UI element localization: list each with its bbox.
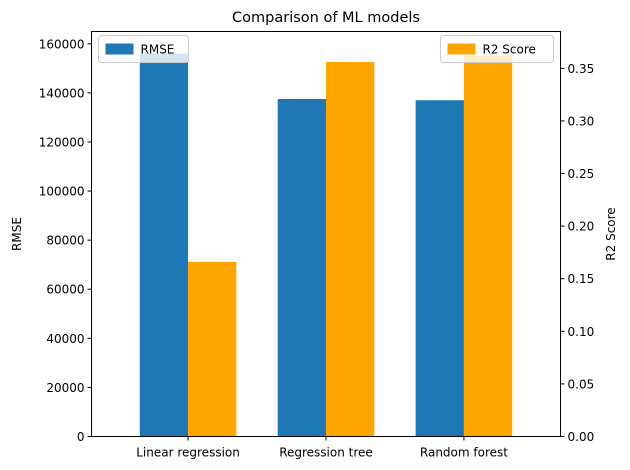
legend-label: RMSE — [141, 43, 175, 57]
x-axis-ticks: Linear regression Regression tree Random f… — [136, 436, 508, 460]
right-tick-label: 0.10 — [568, 325, 595, 339]
right-tick-label: 0.20 — [568, 220, 595, 234]
x-tick-label: Random forest — [420, 446, 508, 460]
left-tick-label: 160000 — [39, 37, 85, 51]
left-axis-ticks: 0 20000 40000 60000 80000 100000 120000 140000 1… — [39, 37, 92, 444]
legend-box — [98, 35, 189, 63]
right-tick-label: 0.05 — [568, 377, 595, 391]
left-tick-label: 80000 — [46, 234, 84, 248]
left-tick-label: 120000 — [39, 135, 85, 149]
plot-frame — [91, 31, 561, 437]
bar — [326, 62, 375, 437]
bar — [139, 53, 189, 437]
legends-layer: RMSE R2 Score — [98, 35, 554, 63]
right-tick-label: 0.30 — [568, 114, 595, 128]
right-tick-label: 0.00 — [568, 430, 595, 444]
right-tick-label: 0.15 — [568, 272, 595, 286]
left-tick-label: 0 — [77, 430, 85, 444]
x-tick-label: Regression tree — [279, 446, 373, 460]
left-tick-label: 140000 — [39, 86, 85, 100]
left-tick-label: 40000 — [46, 332, 84, 346]
bar — [188, 261, 237, 437]
legend-box — [440, 35, 554, 63]
x-tick-label: Linear regression — [136, 446, 240, 460]
right-tick-label: 0.35 — [568, 62, 595, 76]
chart-title: Comparison of ML models — [232, 10, 420, 26]
bar — [415, 100, 464, 437]
left-tick-label: 60000 — [46, 283, 84, 297]
bar — [277, 99, 326, 437]
legend-swatch — [105, 43, 134, 55]
bars-layer — [139, 53, 513, 437]
legend-label: R2 Score — [483, 43, 536, 57]
right-axis-ticks: 0.00 0.05 0.10 0.15 0.20 0.25 0.30 0.35 — [560, 62, 595, 444]
left-axis-label: RMSE — [10, 217, 24, 251]
legend-swatch — [447, 43, 476, 55]
right-tick-label: 0.25 — [568, 167, 595, 181]
left-tick-label: 20000 — [46, 381, 84, 395]
right-axis-label: R2 Score — [604, 207, 618, 260]
bar — [463, 55, 513, 437]
left-tick-label: 100000 — [39, 185, 85, 199]
